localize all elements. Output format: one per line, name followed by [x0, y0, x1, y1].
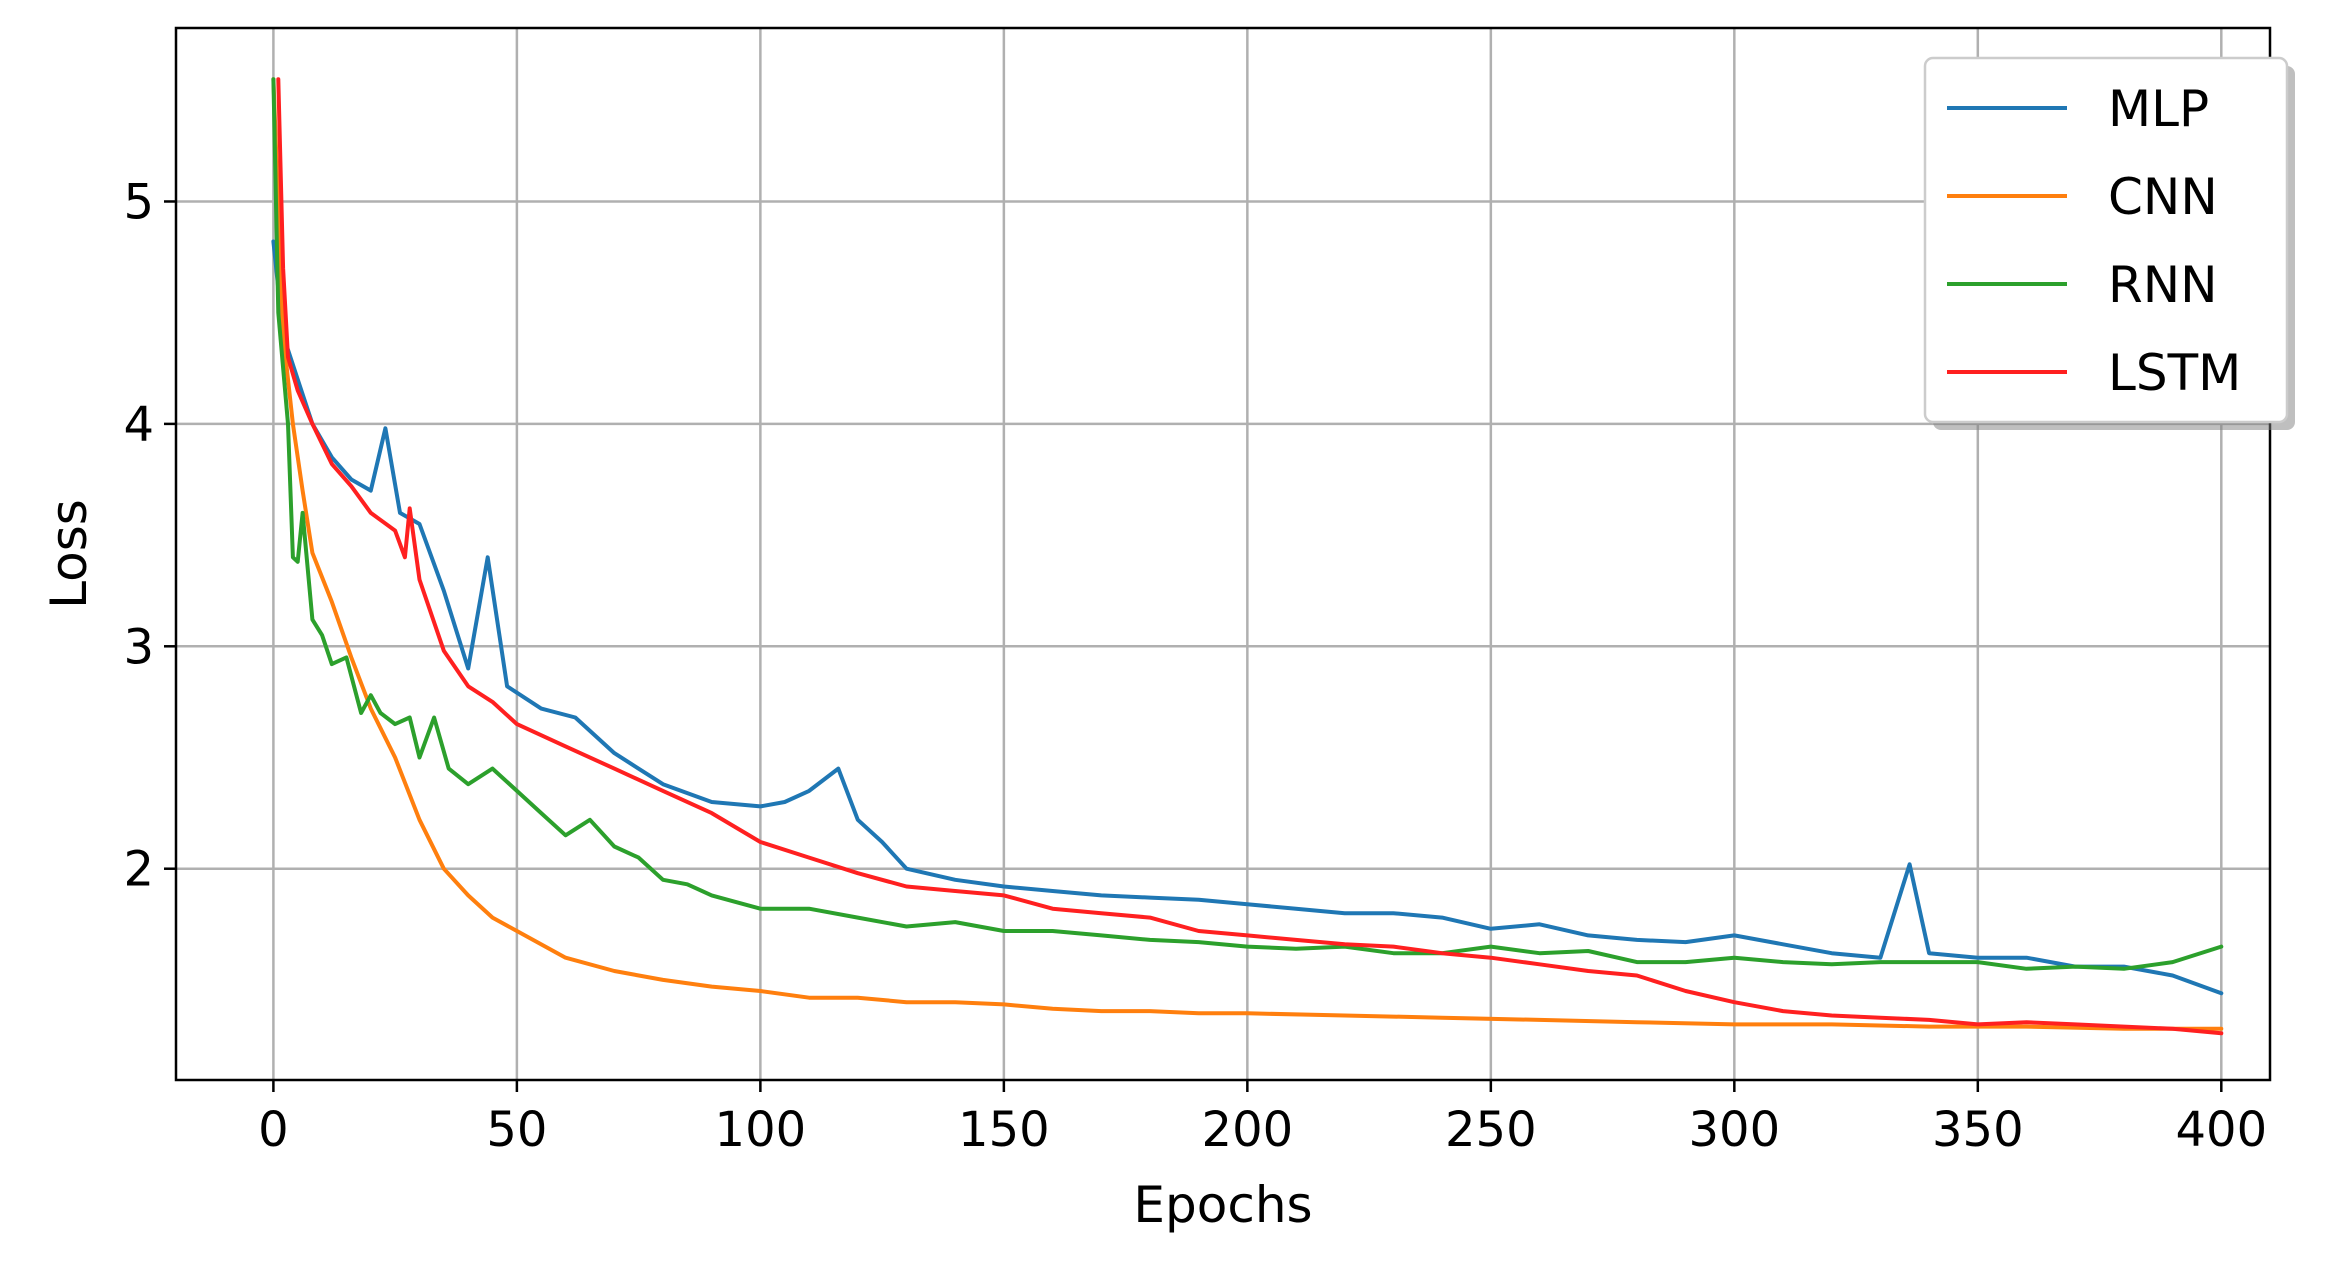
x-tick-label: 350: [1932, 1102, 2024, 1158]
legend: MLP CNN RNN LSTM: [1923, 56, 2295, 430]
y-tick-label: 2: [123, 842, 154, 898]
series-line-mlp: [271, 239, 2224, 996]
x-tick-label: 50: [486, 1102, 547, 1158]
x-tick-label: 400: [2175, 1102, 2267, 1158]
y-axis-label: Loss: [40, 499, 98, 609]
y-tick-label: 3: [123, 619, 154, 675]
series-line-lstm: [276, 77, 2224, 1036]
y-tick-label: 4: [123, 397, 154, 453]
x-tick-label: 150: [958, 1102, 1050, 1158]
series-lines: [271, 77, 2224, 1036]
y-axis-ticks: 2 3 4 5: [123, 174, 176, 898]
legend-label-mlp: MLP: [2108, 80, 2209, 138]
x-axis-ticks: 0 50 100 150 200 250 300 350 400: [258, 1080, 2267, 1158]
legend-label-rnn: RNN: [2108, 256, 2218, 314]
y-tick-label: 5: [123, 174, 154, 230]
legend-label-lstm: LSTM: [2108, 344, 2241, 402]
x-axis-label: Epochs: [1133, 1176, 1312, 1234]
legend-label-cnn: CNN: [2108, 168, 2218, 226]
x-tick-label: 0: [258, 1102, 289, 1158]
x-tick-label: 250: [1445, 1102, 1537, 1158]
plot-frame: [174, 26, 2272, 1082]
x-tick-label: 200: [1202, 1102, 1294, 1158]
x-tick-label: 300: [1689, 1102, 1781, 1158]
series-line-cnn: [271, 77, 2224, 1031]
grid-lines: [176, 28, 2270, 1080]
x-tick-label: 100: [715, 1102, 807, 1158]
series-line-rnn: [271, 77, 2224, 971]
legend-box: [1923, 56, 2289, 424]
